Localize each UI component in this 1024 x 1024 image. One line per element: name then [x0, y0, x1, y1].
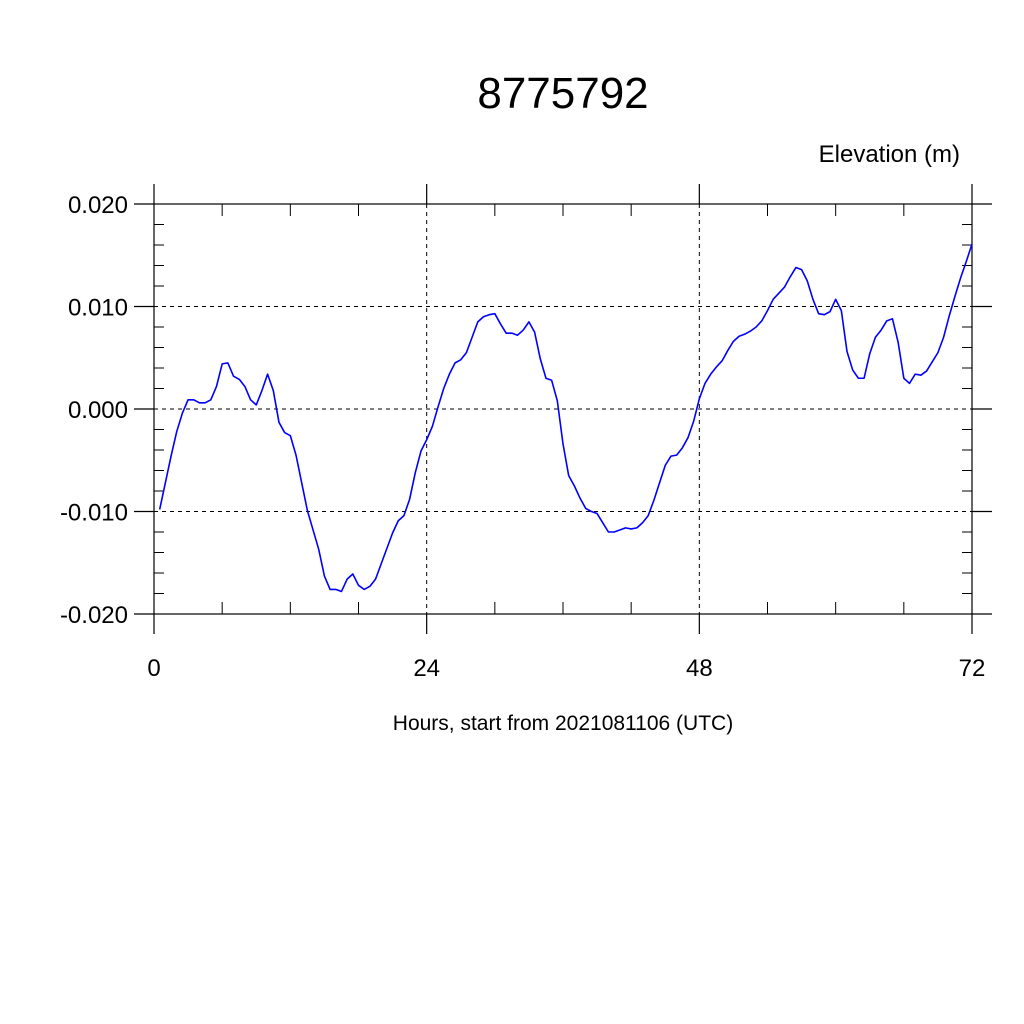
y-tick-label: 0.000: [68, 397, 128, 424]
x-tick-label: 0: [147, 655, 160, 682]
chart-title: 8775792: [477, 69, 648, 118]
y-tick-label: 0.020: [68, 192, 128, 219]
y-tick-label: -0.020: [60, 602, 128, 629]
x-axis-label: Hours, start from 2021081106 (UTC): [393, 712, 733, 735]
x-tick-label: 48: [686, 655, 713, 682]
series-line: [158, 243, 973, 593]
series-layer: [158, 243, 973, 593]
minor-ticks: [154, 204, 972, 614]
x-tick-label: 72: [959, 655, 986, 682]
y-tick-label: -0.010: [60, 500, 128, 527]
major-ticks: [134, 184, 992, 634]
x-tick-label: 24: [413, 655, 440, 682]
tick-labels: -0.020 -0.010 0.000 0.010 0.020 0 24 48 72: [60, 192, 985, 682]
plot-frame: [153, 203, 973, 615]
y-axis-label: Elevation (m): [819, 141, 960, 168]
y-tick-label: 0.010: [68, 295, 128, 322]
